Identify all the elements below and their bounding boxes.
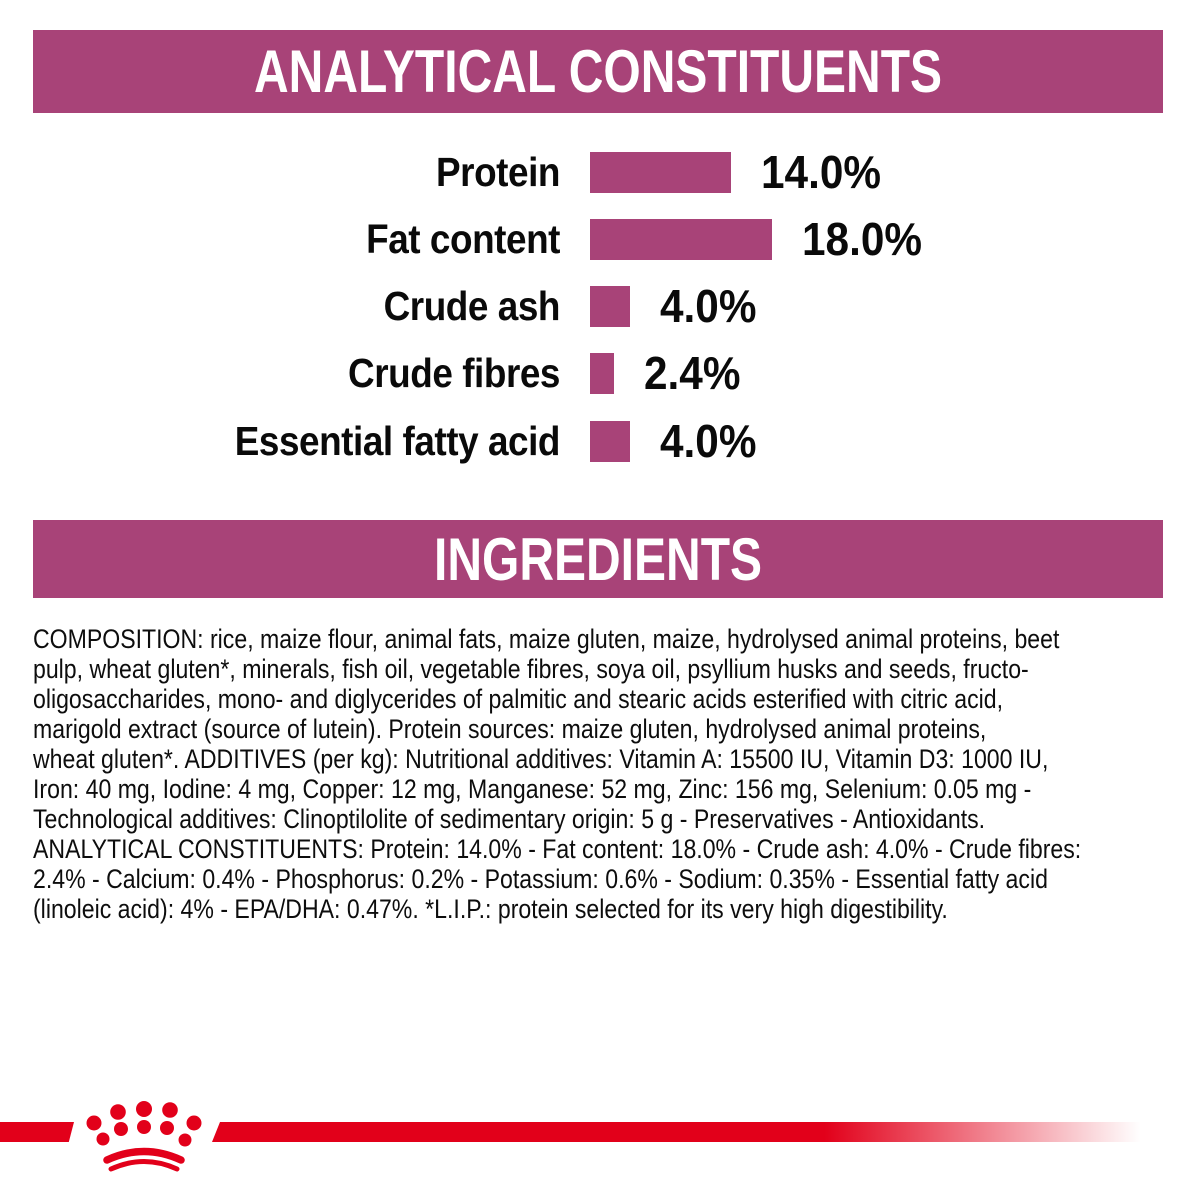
chart-bar-crude-fibres — [590, 353, 614, 394]
analytical-constituents-title: ANALYTICAL CONSTITUENTS — [253, 38, 943, 105]
analytical-constituents-chart: Protein 14.0% Fat content 18.0% Crude as… — [0, 0, 1200, 480]
chart-bar-essential-fatty-acid — [590, 421, 630, 462]
chart-label-fat-content: Fat content — [366, 216, 560, 262]
chart-value-fat-content: 18.0% — [802, 213, 923, 265]
composition-line: oligosaccharides, mono- and diglycerides… — [33, 684, 1004, 714]
royal-canin-crown-logo — [86, 1101, 202, 1172]
composition-line: 2.4% - Calcium: 0.4% - Phosphorus: 0.2% … — [33, 864, 1048, 894]
composition-line: wheat gluten*. ADDITIVES (per kg): Nutri… — [33, 744, 1049, 774]
composition-line: marigold extract (source of lutein). Pro… — [33, 714, 987, 744]
chart-value-crude-ash: 4.0% — [660, 280, 757, 332]
chart-row-protein: Protein 14.0% — [0, 146, 1200, 198]
ingredients-banner: INGREDIENTS — [33, 520, 1163, 598]
footer-red-line-right — [212, 1122, 1200, 1142]
chart-value-essential-fatty-acid: 4.0% — [660, 415, 757, 467]
chart-label-crude-fibres: Crude fibres — [348, 350, 560, 396]
composition-paragraph: COMPOSITION: rice, maize flour, animal f… — [33, 624, 1173, 924]
chart-value-crude-fibres: 2.4% — [644, 347, 741, 399]
chart-bar-fat-content — [590, 219, 772, 260]
composition-line: Iron: 40 mg, Iodine: 4 mg, Copper: 12 mg… — [33, 774, 1032, 804]
composition-line: COMPOSITION: rice, maize flour, animal f… — [33, 624, 1060, 654]
chart-row-essential-fatty-acid: Essential fatty acid 4.0% — [0, 415, 1200, 467]
chart-bar-protein — [590, 152, 731, 193]
chart-value-protein: 14.0% — [761, 146, 882, 198]
composition-line: pulp, wheat gluten*, minerals, fish oil,… — [33, 654, 1029, 684]
ingredients-title: INGREDIENTS — [433, 525, 763, 593]
chart-label-essential-fatty-acid: Essential fatty acid — [234, 418, 561, 464]
footer-red-line-left — [0, 1122, 74, 1142]
chart-row-fat-content: Fat content 18.0% — [0, 213, 1200, 265]
composition-line: Technological additives: Clinoptilolite … — [33, 804, 986, 834]
chart-row-crude-ash: Crude ash 4.0% — [0, 280, 1200, 332]
chart-bar-crude-ash — [590, 286, 630, 327]
composition-line: ANALYTICAL CONSTITUENTS: Protein: 14.0% … — [33, 834, 1082, 864]
analytical-constituents-banner: ANALYTICAL CONSTITUENTS — [33, 30, 1163, 113]
chart-label-protein: Protein — [436, 149, 560, 195]
composition-line: (linoleic acid): 4% - EPA/DHA: 0.47%. *L… — [33, 894, 948, 924]
chart-row-crude-fibres: Crude fibres 2.4% — [0, 347, 1200, 399]
chart-label-crude-ash: Crude ash — [383, 283, 561, 329]
